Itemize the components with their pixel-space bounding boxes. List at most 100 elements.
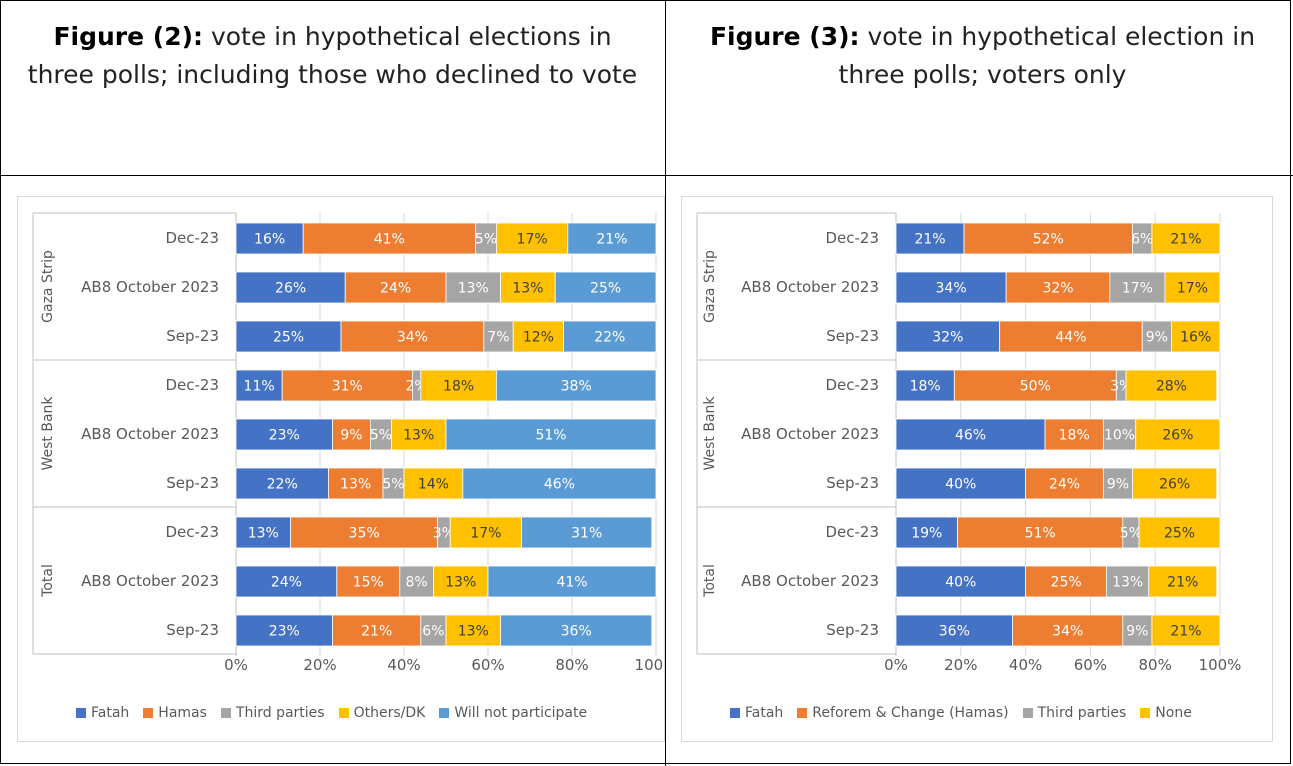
bar-segment [495,222,569,255]
category-label: Sep-23 [166,327,219,345]
data-label: 40% [945,575,976,591]
legend-label: Will not participate [454,705,588,721]
bar-segment [332,418,371,451]
bar-segment [1132,467,1218,500]
category-label: Sep-23 [826,621,879,639]
data-label: 13% [1112,575,1143,591]
legend-item: None [1140,705,1192,721]
data-label: 24% [1049,477,1080,493]
bar-segment [1151,222,1221,255]
data-label: 10% [1104,428,1135,444]
bar-segment [1125,369,1218,402]
legend-item: Will not participate [439,705,587,721]
data-label: 14% [418,477,449,493]
data-label: 34% [936,281,967,297]
bar-segment [235,467,329,500]
legend-item: Others/DK [338,705,425,721]
data-label: 9% [1126,624,1148,640]
x-tick-label: 20% [303,656,336,674]
category-label: Dec-23 [165,523,219,541]
bar-segment [521,516,653,549]
data-label: 18% [443,379,474,395]
legend-item: Fatah [76,705,129,721]
category-label: Sep-23 [826,474,879,492]
group-label: Total [702,564,718,598]
category-label: AB8 October 2023 [81,572,219,590]
data-label: 26% [1159,477,1190,493]
bar-segment [1148,565,1218,598]
bar-segment [340,320,485,353]
data-label: 21% [914,232,945,248]
category-label: Dec-23 [825,376,879,394]
bar-segment [302,222,476,255]
bar-segment [895,418,1046,451]
data-label: 5% [475,232,497,248]
figure-3-title-bold: Figure (3): [709,22,860,51]
bar-segment [235,565,338,598]
chart-figure-3-legend: Fatah Reforem & Change (Hamas) Third parti… [730,705,1192,721]
bar-segment [512,320,565,353]
group-label: Gaza Strip [40,250,56,323]
data-label: 13% [248,526,279,542]
x-tick-label: 0% [884,656,908,674]
legend-swatch [730,708,740,718]
data-label: 31% [571,526,602,542]
category-label: Sep-23 [826,327,879,345]
bar-segment [445,418,657,451]
group-label: Total [40,564,56,598]
group-label: Gaza Strip [702,250,718,323]
data-label: 36% [561,624,592,640]
figure-3-title: Figure (3): vote in hypothetical electio… [690,18,1275,94]
bar-segment [1170,320,1221,353]
legend-label: Fatah [91,705,130,721]
x-tick-label: 60% [1074,656,1107,674]
data-label: 46% [955,428,986,444]
figure-2-title-bold: Figure (2): [53,22,204,51]
data-label: 26% [1162,428,1193,444]
legend-item: Third parties [220,705,325,721]
bar-segment [449,516,523,549]
data-label: 9% [1107,477,1129,493]
x-tick-label: 60% [471,656,504,674]
data-label: 18% [910,379,941,395]
x-tick-label: 40% [387,656,420,674]
data-label: 32% [1042,281,1073,297]
data-label: 24% [380,281,411,297]
bar-segment [895,369,955,402]
data-label: 25% [1051,575,1082,591]
bar-segment [235,614,333,647]
bar-segment [567,222,657,255]
data-label: 25% [590,281,621,297]
data-label: 28% [1156,379,1187,395]
data-label: 25% [273,330,304,346]
bar-segment [235,271,346,304]
legend-label: Reforem & Change (Hamas) [812,705,1009,721]
data-label: 26% [275,281,306,297]
data-label: 6% [422,624,444,640]
table-divider-horizontal [0,175,1293,176]
data-label: 51% [1025,526,1056,542]
data-label: 17% [1122,281,1153,297]
bar-segment [483,320,514,353]
bar-segment [495,369,657,402]
legend-swatch [439,708,450,718]
data-label: 17% [470,526,501,542]
data-label: 13% [458,281,489,297]
chart-figure-2-legend: Fatah Hamas Third parties Others/DK Will not… [76,705,587,721]
data-label: 21% [596,232,627,248]
data-label: 31% [332,379,363,395]
bar-segment [445,614,501,647]
bar-segment [281,369,413,402]
bar-segment [1025,467,1104,500]
category-label: AB8 October 2023 [741,572,879,590]
data-label: 9% [340,428,362,444]
data-label: 6% [1131,232,1153,248]
table-divider-vertical [665,0,666,766]
data-label: 23% [269,624,300,640]
bar-segment [1106,565,1150,598]
data-label: 13% [458,624,489,640]
bar-segment [390,418,447,451]
x-tick-label: 100% [1199,656,1242,674]
data-label: 3% [433,526,455,542]
